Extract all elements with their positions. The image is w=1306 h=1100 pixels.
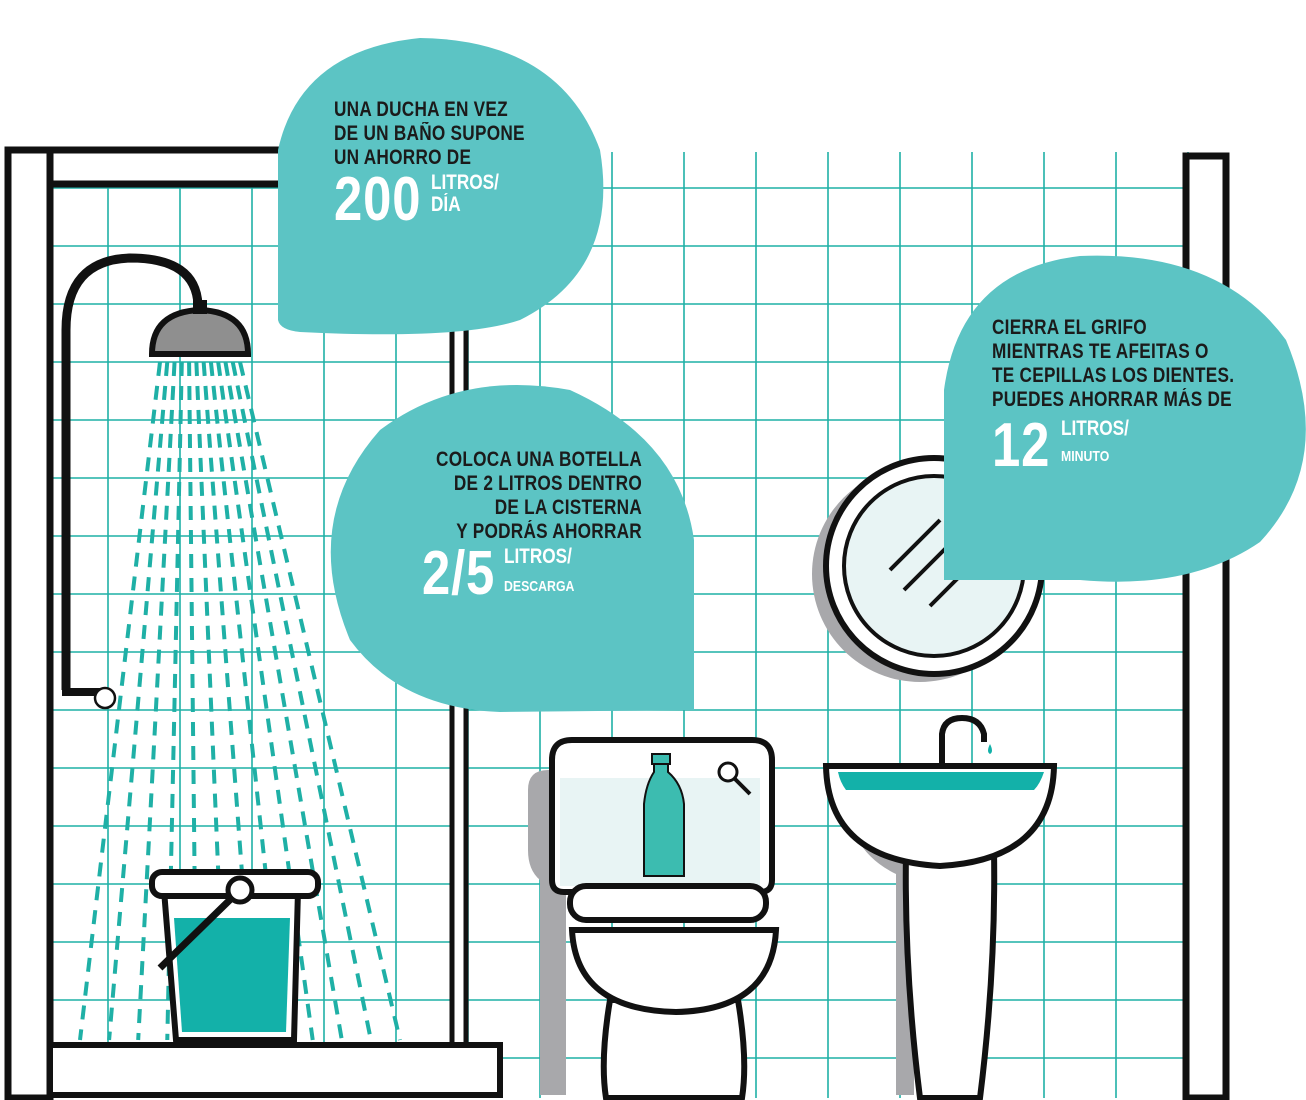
shower-tip-unit-bottom: DÍA: [430, 193, 461, 216]
toilet-tip-unit-top: LITROS/: [503, 545, 572, 568]
toilet-tip-line-2: DE 2 LITROS DENTRO: [453, 472, 642, 495]
shower-tip-line-1: UNA DUCHA EN VEZ: [334, 98, 508, 121]
water-stream: [216, 361, 315, 1041]
shower-tip-line-2: DE UN BAÑO SUPONE: [334, 122, 525, 145]
faucet-icon: [939, 714, 992, 766]
shower-tip-unit-top: LITROS/: [430, 171, 499, 194]
toilet-tip-line-1: COLOCA UNA BOTELLA: [436, 448, 642, 471]
shower-tray: [47, 1042, 503, 1098]
sink-icon: [822, 763, 1058, 1100]
water-stream: [230, 361, 373, 1041]
shower-rail: [46, 146, 294, 188]
toilet-tip: COLOCA UNA BOTELLA DE 2 LITROS DENTRO DE…: [380, 448, 642, 608]
sink-tip-line-2: MIENTRAS TE AFEITAS O: [992, 340, 1209, 363]
sink-tip-amount: 12: [992, 411, 1051, 480]
shower-tip: UNA DUCHA EN VEZ DE UN BAÑO SUPONE UN AH…: [334, 98, 574, 234]
toilet-tip-line-4: Y PODRÁS AHORRAR: [456, 520, 642, 543]
flush-handle-icon: [717, 761, 752, 796]
sink-tip-line-1: CIERRA EL GRIFO: [992, 316, 1147, 339]
sink-tip-line-4: PUEDES AHORRAR MÁS DE: [992, 388, 1232, 411]
bucket-icon: [149, 869, 321, 1043]
bottle-icon: [643, 753, 685, 877]
shower-tip-amount: 200: [334, 165, 422, 234]
sink-tip-unit-top: LITROS/: [1061, 417, 1130, 440]
shower-valve-icon: [93, 686, 117, 710]
toilet-tip-unit-bottom: DESCARGA: [503, 578, 575, 595]
water-stream: [201, 361, 257, 1041]
water-stream: [136, 361, 177, 1041]
sink-tip-line-3: TE CEPILLAS LOS DIENTES.: [992, 364, 1235, 387]
water-stream: [208, 361, 286, 1041]
toilet-tip-amount: 2/5: [422, 539, 496, 608]
shower-pipe: [61, 253, 203, 690]
water-stream: [238, 361, 402, 1041]
shower-tip-line-3: UN AHORRO DE: [334, 146, 472, 169]
shower-tip-bubble: [278, 38, 604, 335]
shower-head-icon: [148, 300, 252, 357]
water-stream: [107, 361, 170, 1041]
water-stream: [223, 361, 344, 1041]
left-wall: [4, 146, 54, 1100]
toilet-tip-line-3: DE LA CISTERNA: [494, 496, 642, 519]
water-stream: [78, 361, 162, 1041]
sink-tip-unit-bottom: MINUTO: [1061, 448, 1110, 465]
sink-tip: CIERRA EL GRIFO MIENTRAS TE AFEITAS O TE…: [992, 316, 1292, 480]
sink-tip-bubble: [944, 255, 1306, 582]
toilet-tip-bubble: [330, 385, 694, 712]
